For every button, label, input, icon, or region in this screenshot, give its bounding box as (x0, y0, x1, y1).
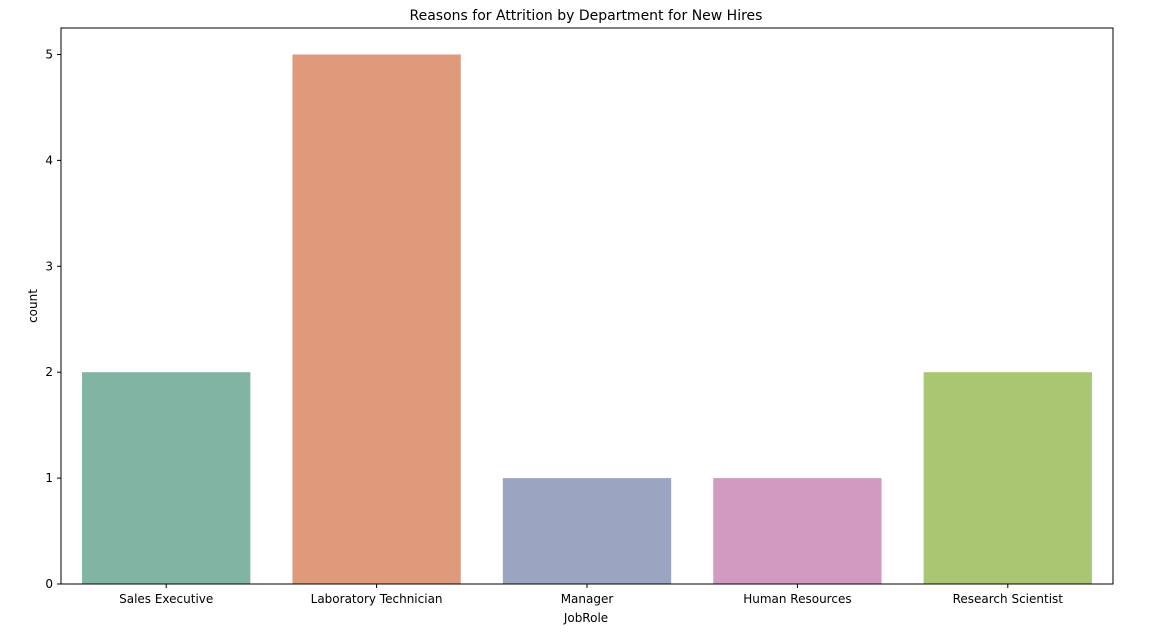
x-axis-ticks: Sales Executive Laboratory Technician Mana… (119, 584, 1063, 606)
y-axis-ticks: 0 1 2 3 4 5 (45, 47, 61, 591)
x-tick-label: Research Scientist (953, 592, 1064, 606)
bar-laboratory-technician (292, 54, 461, 585)
chart-title: Reasons for Attrition by Department for … (410, 8, 763, 24)
x-axis-label: JobRole (563, 611, 608, 625)
bar-manager (502, 478, 672, 584)
bar-research-scientist (923, 372, 1092, 584)
bar-human-resources (713, 478, 882, 584)
y-tick-label: 2 (45, 365, 53, 379)
x-tick-label: Sales Executive (119, 592, 213, 606)
bars-group (82, 54, 1092, 585)
y-axis-label: count (26, 289, 40, 323)
bar-sales-executive (82, 372, 251, 584)
y-tick-label: 4 (45, 153, 53, 167)
x-tick-label: Laboratory Technician (311, 592, 443, 606)
y-tick-label: 5 (45, 47, 53, 61)
x-tick-label: Manager (561, 592, 614, 606)
y-tick-label: 1 (45, 471, 53, 485)
y-tick-label: 3 (45, 259, 53, 273)
x-tick-label: Human Resources (743, 592, 851, 606)
y-tick-label: 0 (45, 577, 53, 591)
